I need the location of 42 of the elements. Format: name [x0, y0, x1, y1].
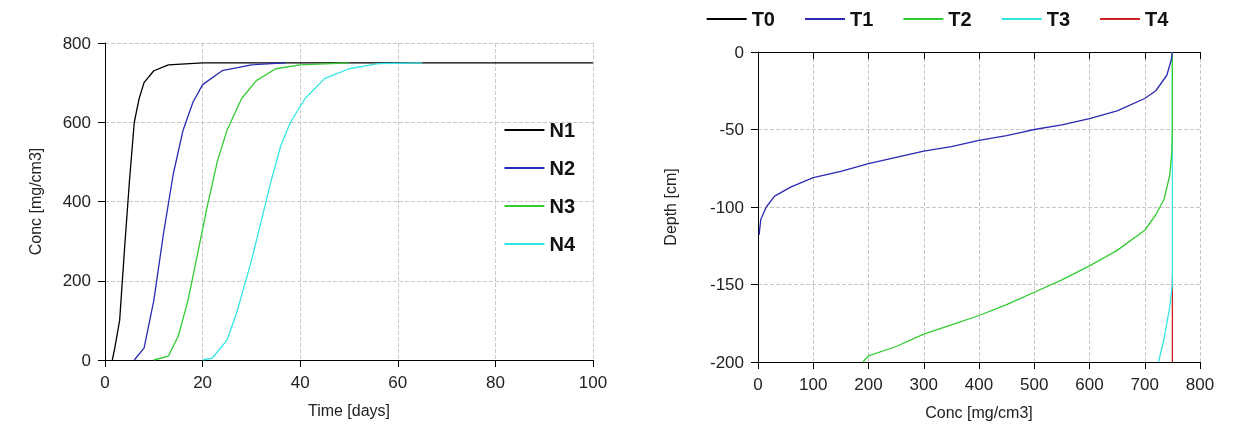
x-tick-label: 100: [799, 375, 828, 394]
y-tick-label: 200: [62, 271, 91, 291]
legend-label: T2: [948, 8, 972, 30]
x-tick-label: 20: [193, 373, 213, 392]
x-tick-label: 400: [964, 375, 994, 394]
legend-label: T1: [849, 8, 874, 30]
legend-label: N1: [549, 119, 576, 141]
y-tick-label: 600: [62, 112, 91, 132]
y-tick-label: -200: [709, 352, 744, 372]
x-tick-label: 500: [1020, 375, 1049, 394]
x-tick-label: 60: [388, 373, 408, 392]
line-series: [133, 62, 287, 361]
legend-label: N4: [549, 233, 576, 255]
line-series: [758, 51, 1174, 236]
y-axis-title: Conc [mg/cm3]: [26, 147, 44, 256]
legend-label: N2: [549, 157, 576, 179]
y-tick-label: -50: [719, 120, 744, 139]
y-tick-label: 400: [62, 192, 91, 211]
x-tick-label: 100: [578, 373, 608, 392]
x-tick-label: 40: [290, 373, 310, 392]
y-tick-label: 0: [81, 350, 91, 370]
x-tick-label: 700: [1130, 375, 1159, 394]
y-tick-label: 800: [62, 33, 91, 53]
y-tick-label: -150: [709, 275, 744, 294]
legend-label: T0: [751, 8, 775, 30]
x-axis-title: Time [days]: [307, 401, 391, 419]
y-tick-label: -100: [709, 197, 744, 217]
x-axis-title: Conc [mg/cm3]: [925, 403, 1033, 421]
x-tick-label: 300: [909, 375, 938, 394]
x-tick-label: 800: [1185, 375, 1215, 394]
x-tick-label: 600: [1075, 375, 1104, 394]
line-series: [153, 62, 350, 361]
x-tick-label: 200: [854, 375, 883, 394]
legend-label: T3: [1046, 8, 1071, 30]
legend-label: T4: [1145, 8, 1170, 30]
line-series: [201, 62, 423, 361]
legend-label: N3: [549, 195, 576, 217]
x-tick-label: 0: [100, 373, 110, 392]
x-tick-label: 0: [753, 375, 763, 394]
x-tick-label: 80: [485, 373, 505, 392]
y-tick-label: 0: [734, 42, 744, 62]
y-axis-title: Depth [cm]: [661, 168, 679, 246]
